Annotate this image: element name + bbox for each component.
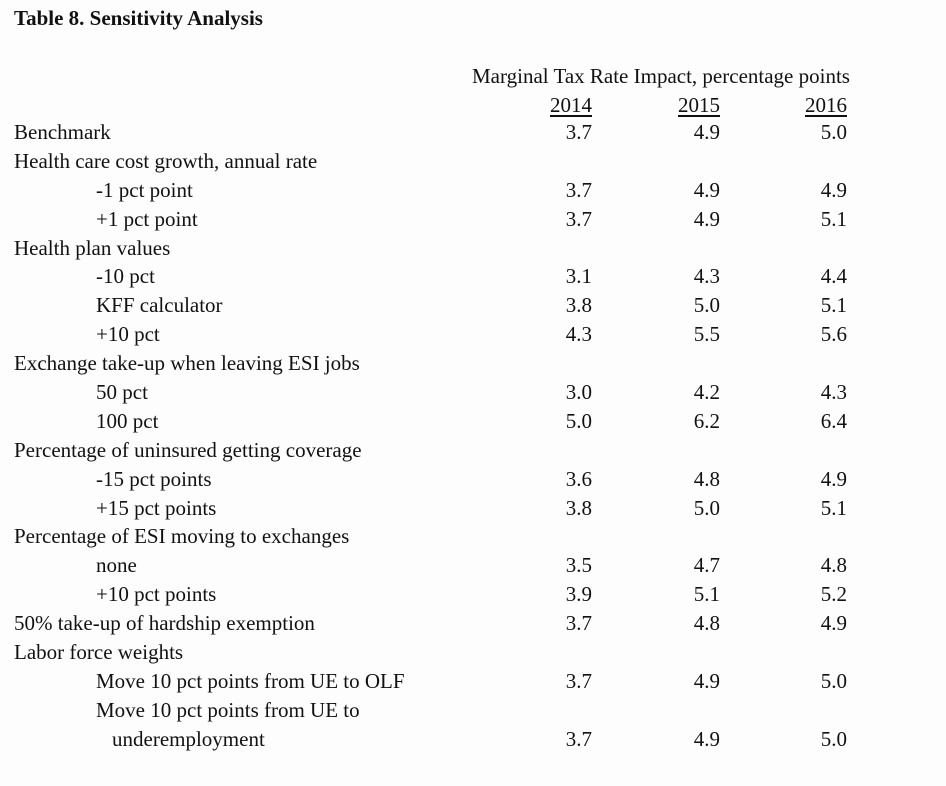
year-header-2014: 2014 (550, 93, 592, 117)
table-row: Exchange take-up when leaving ESI jobs (0, 351, 946, 380)
value-cell-2014: 3.7 (565, 120, 592, 144)
table-row: Health plan values (0, 236, 946, 265)
value-cell-2015: 4.9 (693, 177, 720, 202)
value-cell-2014: 4.3 (565, 322, 592, 347)
value-cell-2016: 5.1 (820, 206, 847, 231)
row-label: Health plan values (14, 235, 171, 260)
value-cell-2014: 3.5 (565, 553, 592, 578)
value-cell-2015: 4.9 (693, 726, 720, 751)
table-row: -1 pct point 3.7 4.9 4.9 (0, 178, 946, 207)
value-cell-2016: 6.4 (820, 408, 847, 433)
table-row: Health care cost growth, annual rate (0, 149, 946, 178)
value-cell-2015: 4.2 (693, 380, 720, 405)
value-cell-2014: 3.1 (565, 264, 592, 289)
value-cell-2016: 5.2 (820, 582, 847, 607)
value-cell-2016: 5.1 (820, 293, 847, 318)
value-cell-2014: 3.7 (565, 668, 592, 693)
value-cell-2016: 5.0 (820, 668, 847, 693)
year-header-2015: 2015 (678, 93, 720, 117)
value-cell-2016: 4.8 (820, 553, 847, 578)
row-label: 50% take-up of hardship exemption (14, 611, 315, 636)
table-row: +10 pct 4.3 5.5 5.6 (0, 322, 946, 351)
value-cell-2014: 3.8 (565, 293, 592, 318)
value-cell-2015: 4.7 (693, 553, 720, 578)
row-label: 50 pct (96, 380, 148, 405)
value-cell-2014: 5.0 (565, 408, 592, 433)
row-label: Move 10 pct points from UE to (96, 697, 360, 722)
row-label: Percentage of ESI moving to exchanges (14, 524, 350, 549)
row-label: -10 pct (96, 264, 155, 289)
table-row: +10 pct points 3.9 5.1 5.2 (0, 582, 946, 611)
column-group-heading: Marginal Tax Rate Impact, percentage poi… (472, 64, 850, 88)
value-cell-2016: 5.0 (820, 120, 847, 144)
row-label: Health care cost growth, annual rate (14, 148, 318, 173)
row-label: -15 pct points (96, 466, 212, 491)
value-cell-2014: 3.7 (565, 206, 592, 231)
row-label: Percentage of uninsured getting coverage (14, 437, 362, 462)
value-cell-2014: 3.7 (565, 726, 592, 751)
table-row: 100 pct 5.0 6.2 6.4 (0, 409, 946, 438)
value-cell-2015: 5.0 (693, 293, 720, 318)
row-label: Move 10 pct points from UE to OLF (96, 668, 405, 693)
value-cell-2015: 6.2 (693, 408, 720, 433)
row-label: 100 pct (96, 408, 159, 433)
value-cell-2015: 4.9 (693, 668, 720, 693)
value-cell-2016: 4.9 (820, 177, 847, 202)
value-cell-2016: 4.9 (820, 466, 847, 491)
row-label: +10 pct (96, 322, 160, 347)
value-cell-2014: 3.7 (565, 611, 592, 636)
row-label: +1 pct point (96, 206, 198, 231)
table-row: 50% take-up of hardship exemption 3.7 4.8 4… (0, 611, 946, 640)
table-row: Benchmark 3.7 4.9 5.0 (0, 120, 946, 149)
row-label: +15 pct points (96, 495, 217, 520)
value-cell-2016: 5.6 (820, 322, 847, 347)
table-row: Move 10 pct points from UE to (0, 698, 946, 727)
value-cell-2015: 5.0 (693, 495, 720, 520)
table-row: -15 pct points 3.6 4.8 4.9 (0, 467, 946, 496)
table-row: KFF calculator 3.8 5.0 5.1 (0, 293, 946, 322)
value-cell-2015: 4.8 (693, 466, 720, 491)
table-row: Labor force weights (0, 640, 946, 669)
row-label: -1 pct point (96, 177, 193, 202)
table-row: Move 10 pct points from UE to OLF 3.7 4.9 5… (0, 669, 946, 698)
value-cell-2015: 4.9 (693, 120, 720, 144)
value-cell-2015: 5.1 (693, 582, 720, 607)
row-label: KFF calculator (96, 293, 223, 318)
table-row: Percentage of uninsured getting coverage (0, 438, 946, 467)
table-row: Percentage of ESI moving to exchanges (0, 524, 946, 553)
table-row: underemployment 3.7 4.9 5.0 (0, 727, 946, 756)
value-cell-2014: 3.9 (565, 582, 592, 607)
row-label: none (96, 553, 137, 578)
value-cell-2016: 4.3 (820, 380, 847, 405)
value-cell-2014: 3.8 (565, 495, 592, 520)
table-row: 50 pct 3.0 4.2 4.3 (0, 380, 946, 409)
row-label: Exchange take-up when leaving ESI jobs (14, 351, 360, 376)
value-cell-2016: 5.0 (820, 726, 847, 751)
table-row: +15 pct points 3.8 5.0 5.1 (0, 496, 946, 525)
value-cell-2016: 4.9 (820, 611, 847, 636)
row-label: +10 pct points (96, 582, 217, 607)
table-row: -10 pct 3.1 4.3 4.4 (0, 264, 946, 293)
row-label: Labor force weights (14, 640, 184, 665)
value-cell-2014: 3.6 (565, 466, 592, 491)
row-label: underemployment (112, 726, 265, 751)
year-header-2016: 2016 (805, 93, 847, 117)
value-cell-2015: 5.5 (693, 322, 720, 347)
value-cell-2015: 4.8 (693, 611, 720, 636)
table-body: Benchmark 3.7 4.9 5.0 Health care cost growt… (0, 120, 946, 756)
row-label: Benchmark (14, 120, 111, 144)
value-cell-2014: 3.7 (565, 177, 592, 202)
value-cell-2015: 4.3 (693, 264, 720, 289)
table-row: none 3.5 4.7 4.8 (0, 553, 946, 582)
value-cell-2016: 5.1 (820, 495, 847, 520)
value-cell-2015: 4.9 (693, 206, 720, 231)
value-cell-2014: 3.0 (565, 380, 592, 405)
table-row: +1 pct point 3.7 4.9 5.1 (0, 207, 946, 236)
value-cell-2016: 4.4 (820, 264, 847, 289)
table-title: Table 8. Sensitivity Analysis (14, 6, 263, 30)
